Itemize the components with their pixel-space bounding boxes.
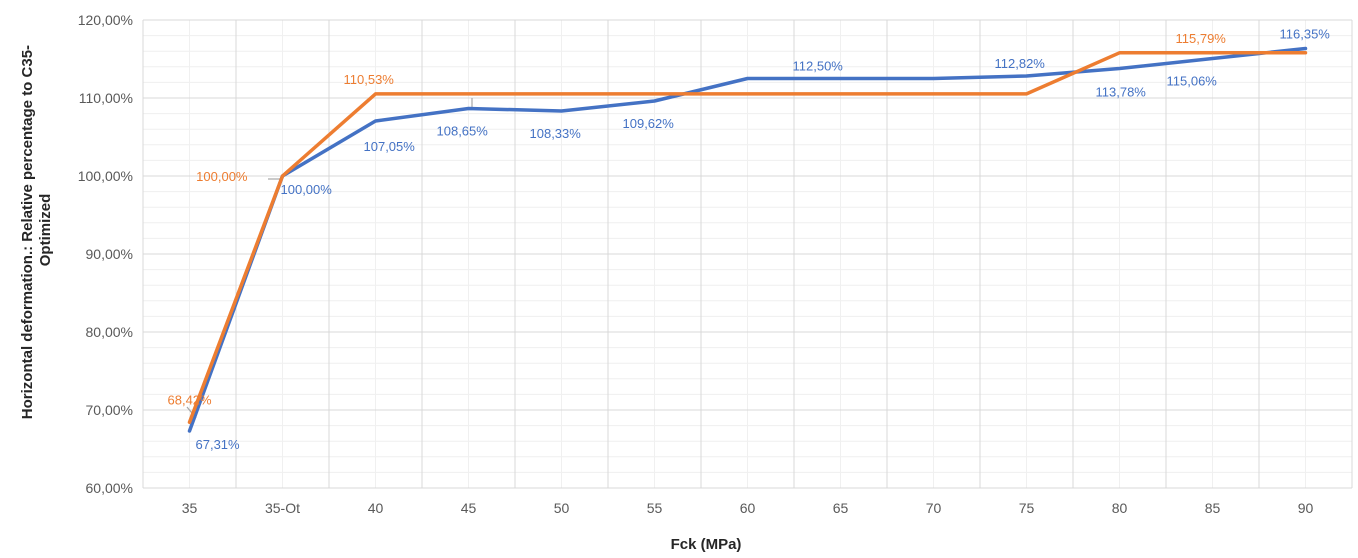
y-axis-title: Horizontal deformation.: Relative percen… [19, 41, 54, 419]
x-tick-label: 90 [1298, 500, 1314, 516]
x-tick-label: 70 [926, 500, 942, 516]
x-axis-tick-labels: 35 35-Ot 40 45 50 55 60 65 70 75 80 85 90 [182, 500, 1314, 516]
data-label: 100,00% [281, 182, 333, 197]
x-tick-label: 40 [368, 500, 384, 516]
x-axis-title: Fck (MPa) [671, 536, 742, 553]
x-tick-label: 55 [647, 500, 663, 516]
data-label: 108,33% [530, 126, 582, 141]
data-label: 68,42% [168, 392, 213, 407]
series-lines [187, 46, 1308, 433]
y-tick-label: 60,00% [86, 480, 133, 496]
y-tick-label: 70,00% [86, 402, 133, 418]
data-label: 107,05% [364, 139, 416, 154]
y-tick-label: 100,00% [78, 168, 133, 184]
y-tick-label: 110,00% [79, 90, 133, 106]
series-line-1 [187, 46, 1308, 433]
y-tick-label: 120,00% [78, 12, 133, 28]
y-axis-title-line-2: Optimized [37, 194, 54, 267]
data-label: 113,78% [1096, 85, 1147, 100]
x-tick-label: 65 [833, 500, 849, 516]
major-gridlines [142, 19, 1353, 489]
x-tick-label: 35-Ot [265, 500, 300, 516]
x-tick-label: 80 [1112, 500, 1128, 516]
y-axis-tick-labels: 60,00% 70,00% 80,00% 90,00% 100,00% 110,00% 12… [78, 12, 133, 496]
y-axis-title-line-1: Horizontal deformation.: Relative percen… [19, 45, 36, 419]
x-tick-label: 85 [1205, 500, 1221, 516]
x-tick-label: 60 [740, 500, 756, 516]
data-label: 109,62% [623, 116, 675, 131]
data-label: 112,50% [793, 59, 844, 74]
data-label: 116,35% [1280, 27, 1331, 42]
series-line-2 [187, 51, 1308, 425]
x-tick-label: 35 [182, 500, 198, 516]
data-label: 108,65% [437, 124, 489, 139]
x-tick-label: 75 [1019, 500, 1035, 516]
data-labels: 67,31% 100,00% 107,05% 108,65% 108,33% 109,62… [168, 27, 1331, 453]
x-tick-label: 50 [554, 500, 570, 516]
data-label: 112,82% [995, 56, 1046, 71]
data-label: 115,79% [1176, 31, 1227, 46]
data-label: 115,06% [1167, 74, 1218, 89]
y-tick-label: 90,00% [86, 246, 133, 262]
y-tick-label: 80,00% [86, 324, 133, 340]
data-label: 67,31% [196, 437, 241, 452]
data-label: 110,53% [344, 72, 395, 87]
x-tick-label: 45 [461, 500, 477, 516]
data-label: 100,00% [196, 169, 248, 184]
